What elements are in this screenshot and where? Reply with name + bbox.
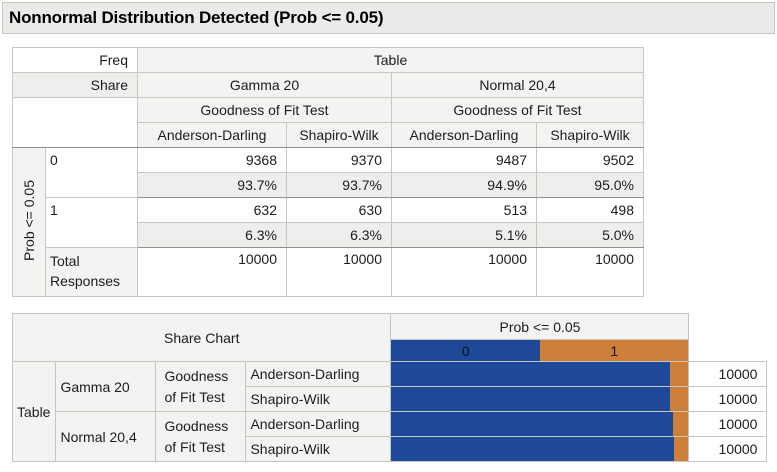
bar-segment-0[interactable] xyxy=(391,412,674,436)
bar-cell xyxy=(390,436,690,462)
share-chart-table: Share Chart Prob <= 0.05 0 1 Table Gamma… xyxy=(11,313,768,462)
spacer-cell xyxy=(688,339,767,362)
dist-label-normal: Normal 20,4 xyxy=(55,411,157,462)
share-measure-label: Share xyxy=(12,72,138,98)
bar-cell xyxy=(390,361,690,387)
freq-measure-label: Freq xyxy=(12,47,138,73)
bar-cell xyxy=(390,386,690,412)
gof-label-normal: Goodness of Fit Test xyxy=(155,411,247,462)
stacked-bar-normal-ad xyxy=(391,412,688,436)
row-level-1-label: 1 xyxy=(45,197,138,248)
row-axis-label: Prob <= 0.05 xyxy=(21,180,37,261)
freq-value-cell: 9368 xyxy=(137,147,287,173)
share-value-cell: 6.3% xyxy=(137,222,287,248)
test-header-gamma-sw: Shapiro-Wilk xyxy=(286,122,392,148)
share-value-cell: 95.0% xyxy=(536,172,644,198)
legend-label-1: 1 xyxy=(610,342,619,359)
total-value-cell: 10000 xyxy=(286,247,392,297)
freq-value-cell: 630 xyxy=(286,197,392,223)
total-value-cell: 10000 xyxy=(391,247,537,297)
bar-total-cell: 10000 xyxy=(688,411,768,437)
bar-total-cell: 10000 xyxy=(688,436,768,462)
bar-total-cell: 10000 xyxy=(688,386,768,412)
freq-value-cell: 513 xyxy=(391,197,537,223)
spacer-cell xyxy=(688,313,767,340)
bar-segment-0[interactable] xyxy=(391,362,670,386)
bar-total-cell: 10000 xyxy=(688,361,768,387)
row-level-0-label: 0 xyxy=(45,147,138,198)
report-title-bar[interactable]: Nonnormal Distribution Detected (Prob <=… xyxy=(2,2,775,34)
share-value-cell: 6.3% xyxy=(286,222,392,248)
test-label: Shapiro-Wilk xyxy=(245,436,392,462)
bar-cell xyxy=(390,411,690,437)
test-header-gamma-ad: Anderson-Darling xyxy=(137,122,287,148)
freq-value-cell: 9370 xyxy=(286,147,392,173)
row-group-label: Table xyxy=(11,361,57,462)
row-axis-label-cell: Prob <= 0.05 xyxy=(12,147,46,297)
share-value-cell: 5.0% xyxy=(536,222,644,248)
stacked-bar-normal-sw xyxy=(391,437,688,461)
table-root-header: Table xyxy=(137,47,644,73)
share-value-cell: 5.1% xyxy=(391,222,537,248)
legend-swatch-0[interactable]: 0 xyxy=(391,340,540,361)
dist-label-gamma: Gamma 20 xyxy=(55,361,157,412)
legend: 0 1 xyxy=(391,340,688,361)
stacked-bar-gamma-ad xyxy=(391,362,688,386)
freq-value-cell: 632 xyxy=(137,197,287,223)
bar-segment-0[interactable] xyxy=(391,437,674,461)
test-header-normal-ad: Anderson-Darling xyxy=(391,122,537,148)
total-value-cell: 10000 xyxy=(137,247,287,297)
legend-label-0: 0 xyxy=(461,342,470,359)
gof-label-gamma: Goodness of Fit Test xyxy=(155,361,247,412)
share-value-cell: 93.7% xyxy=(286,172,392,198)
legend-cell: 0 1 xyxy=(390,339,690,362)
freq-value-cell: 9487 xyxy=(391,147,537,173)
test-label: Shapiro-Wilk xyxy=(245,386,392,412)
share-value-cell: 94.9% xyxy=(391,172,537,198)
legend-title: Prob <= 0.05 xyxy=(390,313,690,340)
report-title: Nonnormal Distribution Detected (Prob <=… xyxy=(9,8,384,27)
bar-segment-1[interactable] xyxy=(669,387,688,411)
total-value-cell: 10000 xyxy=(536,247,644,297)
header-spacer-cell xyxy=(12,97,138,148)
gof-subheader-gamma: Goodness of Fit Test xyxy=(137,97,392,123)
frequency-table: Freq Table Share Gamma 20 Normal 20,4 Go… xyxy=(12,47,644,297)
total-label: Total Responses xyxy=(45,247,138,297)
test-label: Anderson-Darling xyxy=(245,361,392,387)
share-value-cell: 93.7% xyxy=(137,172,287,198)
freq-value-cell: 498 xyxy=(536,197,644,223)
bar-segment-0[interactable] xyxy=(391,387,670,411)
legend-swatch-1[interactable]: 1 xyxy=(539,340,688,361)
bar-segment-1[interactable] xyxy=(669,362,688,386)
gof-subheader-normal: Goodness of Fit Test xyxy=(391,97,644,123)
bar-segment-1[interactable] xyxy=(673,412,688,436)
test-header-normal-sw: Shapiro-Wilk xyxy=(536,122,644,148)
dist-header-normal: Normal 20,4 xyxy=(391,72,644,98)
dist-header-gamma: Gamma 20 xyxy=(137,72,392,98)
freq-value-cell: 9502 xyxy=(536,147,644,173)
test-label: Anderson-Darling xyxy=(245,411,392,437)
stacked-bar-gamma-sw xyxy=(391,387,688,411)
bar-segment-1[interactable] xyxy=(673,437,688,461)
share-chart-title: Share Chart xyxy=(11,313,392,362)
